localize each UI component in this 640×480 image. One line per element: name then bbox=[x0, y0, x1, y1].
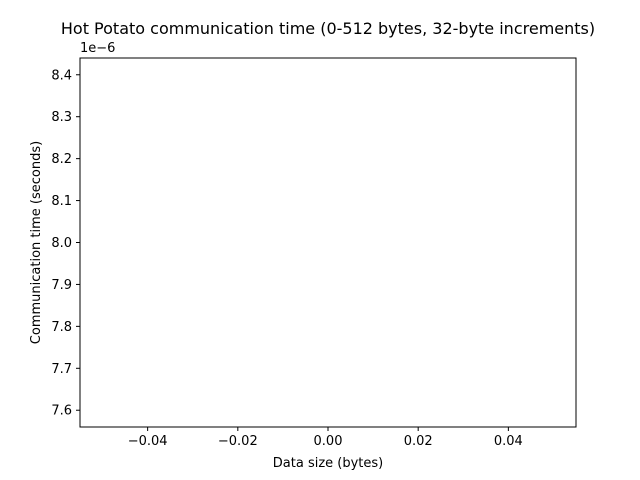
y-tick-label: 7.7 bbox=[51, 362, 72, 377]
y-axis: 7.6 7.7 7.8 7.9 8.0 8.1 8.2 8.3 8.4 bbox=[51, 68, 80, 419]
x-tick-label: 0.04 bbox=[494, 434, 523, 449]
y-tick-label: 7.8 bbox=[51, 320, 72, 335]
y-tick-label: 8.2 bbox=[51, 152, 72, 167]
x-tick-label: 0.02 bbox=[404, 434, 433, 449]
y-axis-label: Communication time (seconds) bbox=[29, 141, 44, 344]
y-tick-label: 8.1 bbox=[51, 194, 72, 209]
y-tick-label: 8.0 bbox=[51, 236, 72, 251]
y-tick-label: 7.6 bbox=[51, 404, 72, 419]
y-tick-label: 8.3 bbox=[51, 110, 72, 125]
x-tick-label: −0.04 bbox=[128, 434, 168, 449]
x-axis: −0.04 −0.02 0.00 0.02 0.04 bbox=[128, 427, 523, 449]
x-tick-label: 0.00 bbox=[314, 434, 343, 449]
x-tick-label: −0.02 bbox=[218, 434, 258, 449]
y-tick-label: 7.9 bbox=[51, 278, 72, 293]
x-axis-label: Data size (bytes) bbox=[273, 456, 383, 471]
chart-title: Hot Potato communication time (0-512 byt… bbox=[61, 19, 595, 38]
plot-frame bbox=[79, 57, 577, 428]
y-tick-label: 8.4 bbox=[51, 68, 72, 83]
y-offset-text: 1e−6 bbox=[80, 41, 115, 56]
